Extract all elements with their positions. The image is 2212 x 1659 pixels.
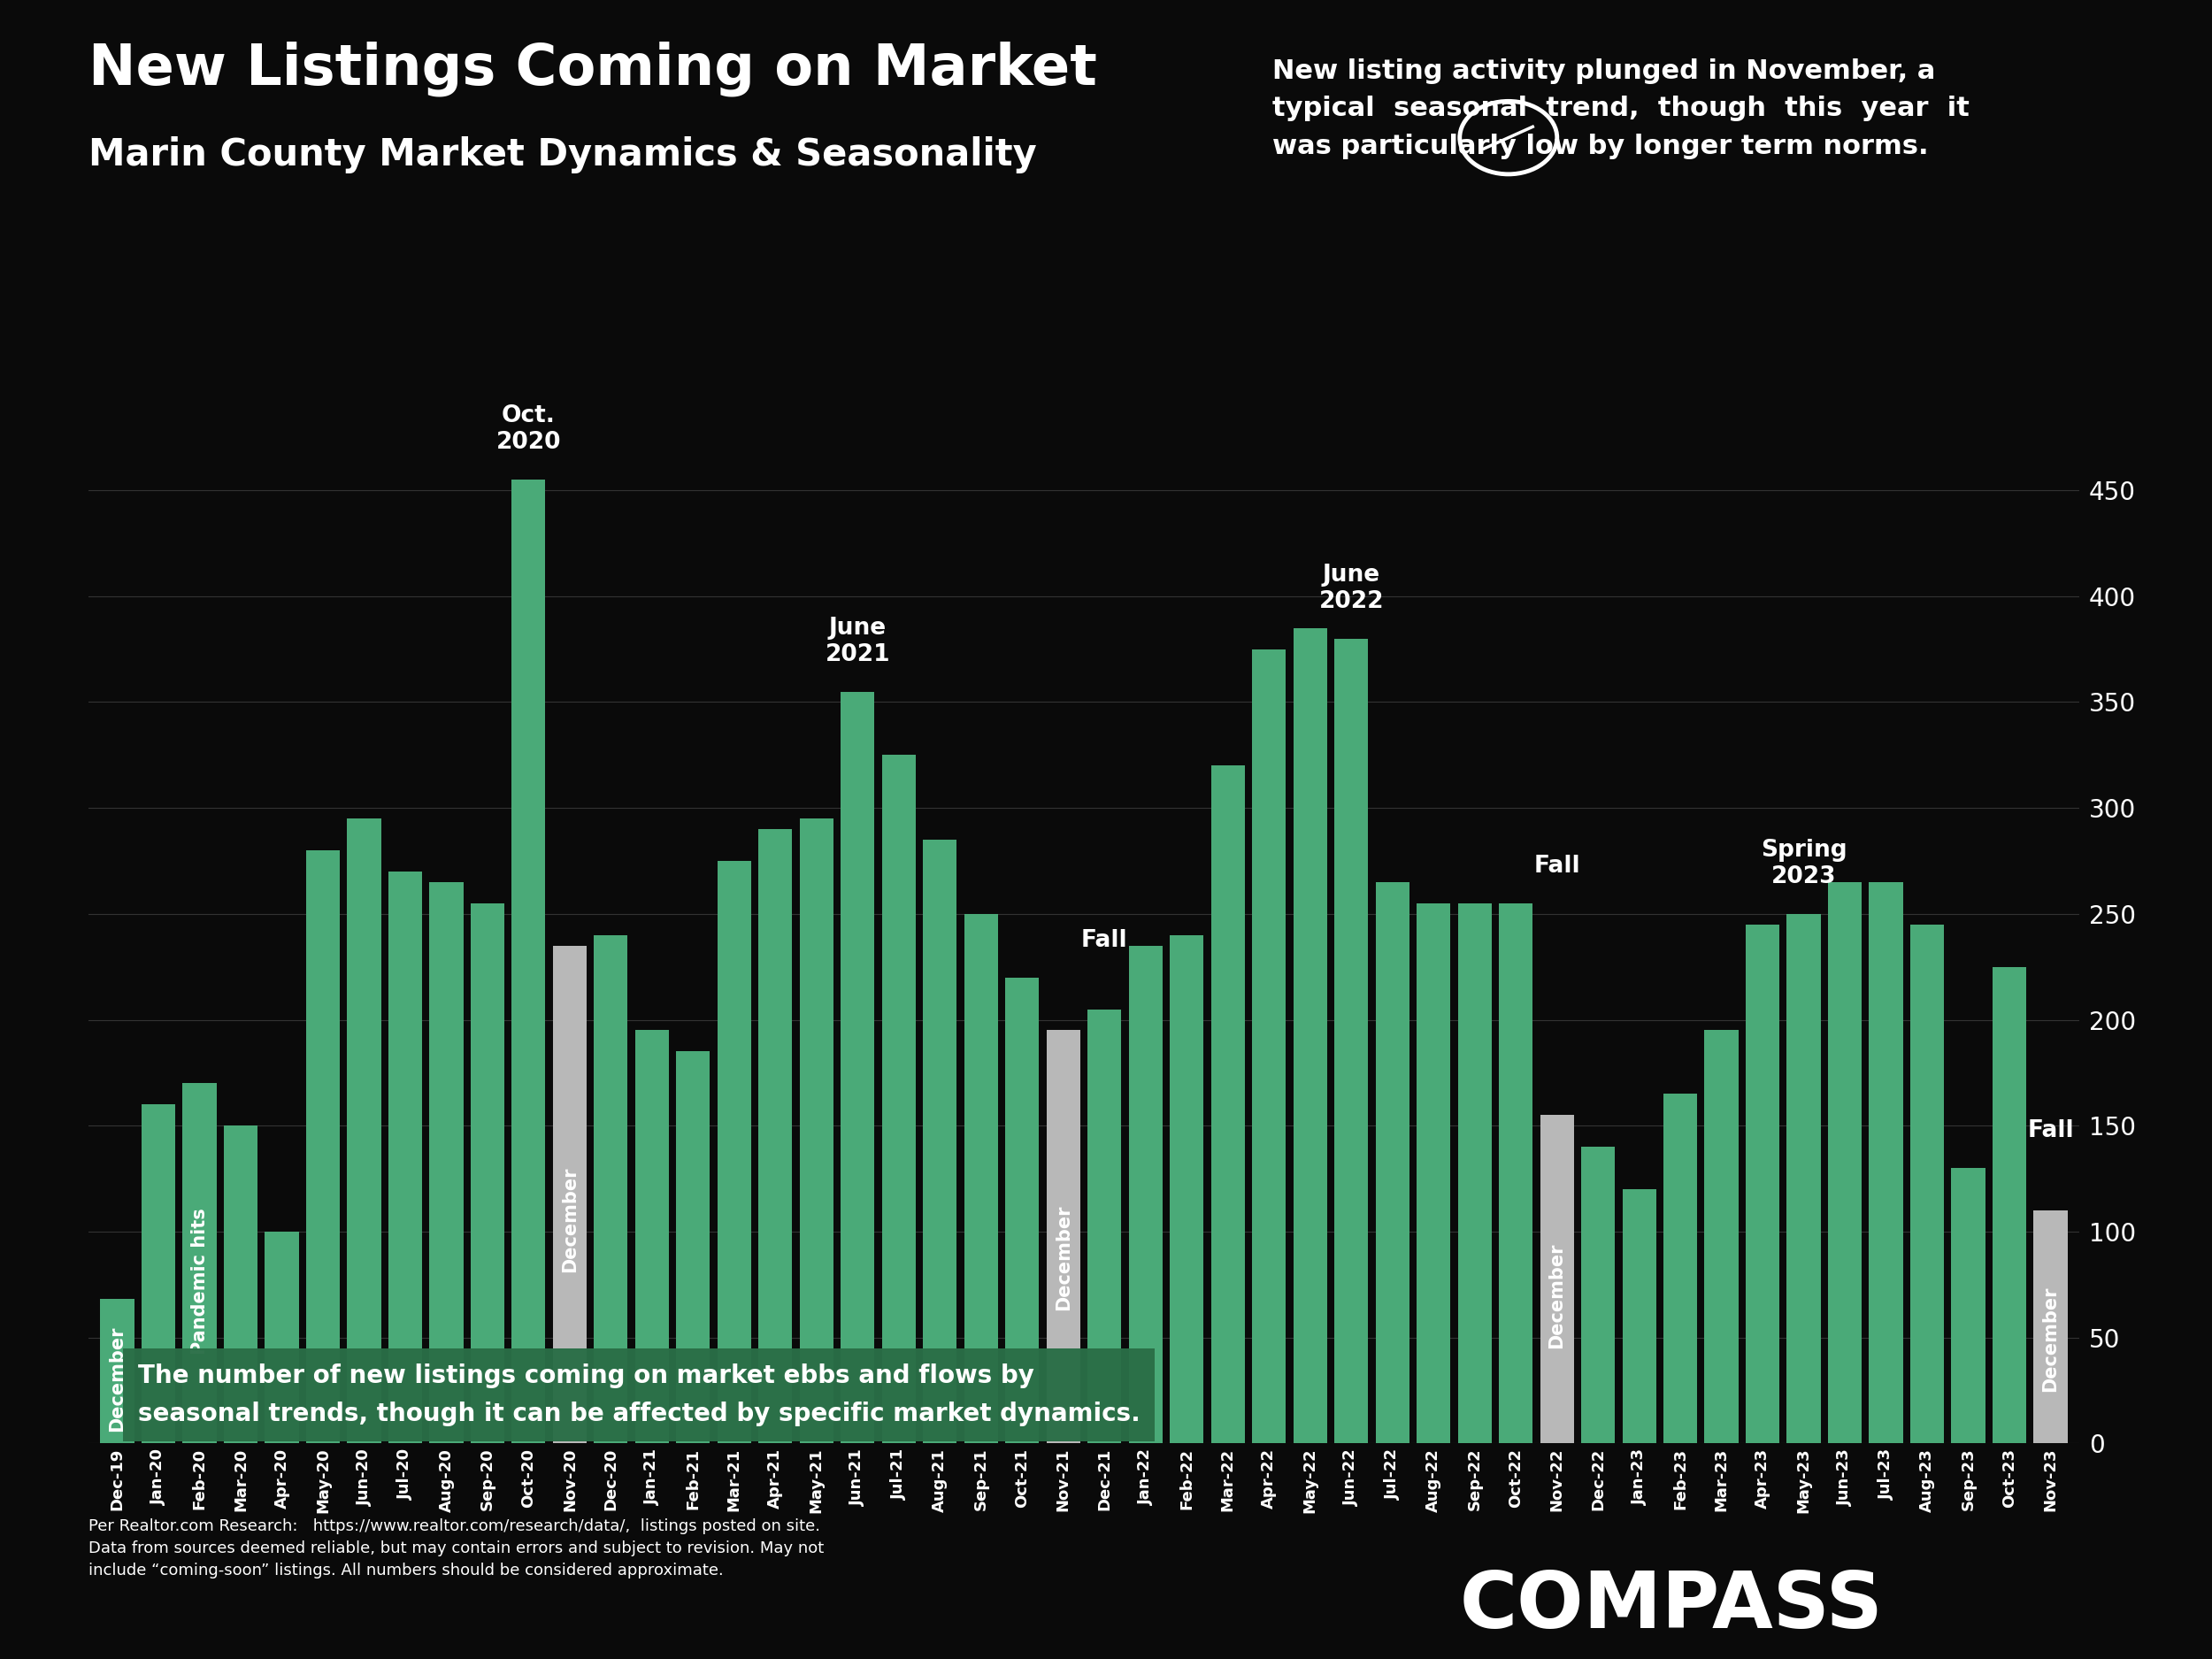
Bar — [347, 818, 380, 1443]
Bar — [1088, 1009, 1121, 1443]
Bar — [841, 692, 874, 1443]
Text: Per Realtor.com Research:   https://www.realtor.com/research/data/,  listings po: Per Realtor.com Research: https://www.re… — [88, 1518, 823, 1578]
Bar — [1004, 977, 1040, 1443]
Text: New listing activity plunged in November, a
typical  seasonal  trend,  though  t: New listing activity plunged in November… — [1272, 58, 1969, 159]
Bar — [595, 936, 628, 1443]
Text: December: December — [108, 1326, 126, 1432]
Bar — [1993, 967, 2026, 1443]
Bar — [184, 1083, 217, 1443]
Bar — [759, 830, 792, 1443]
Text: December: December — [2042, 1286, 2059, 1392]
Bar — [142, 1105, 175, 1443]
Bar — [922, 839, 958, 1443]
Bar — [1582, 1146, 1615, 1443]
Bar — [1210, 765, 1245, 1443]
Bar — [1046, 1030, 1079, 1443]
Bar — [1705, 1030, 1739, 1443]
Bar — [1911, 924, 1944, 1443]
Bar — [100, 1299, 135, 1443]
Bar — [1294, 629, 1327, 1443]
Bar — [677, 1052, 710, 1443]
Bar — [1745, 924, 1778, 1443]
Bar — [1663, 1093, 1697, 1443]
Bar — [553, 946, 586, 1443]
Bar — [305, 851, 341, 1443]
Bar — [2033, 1211, 2068, 1443]
Bar — [265, 1231, 299, 1443]
Text: December: December — [1548, 1243, 1566, 1349]
Bar — [1827, 883, 1863, 1443]
Bar — [1458, 902, 1491, 1443]
Text: December: December — [1055, 1204, 1073, 1311]
Text: Fall: Fall — [1533, 854, 1579, 878]
Bar — [429, 883, 462, 1443]
Bar — [1869, 883, 1902, 1443]
Bar — [1416, 902, 1451, 1443]
Bar — [471, 902, 504, 1443]
Bar — [1128, 946, 1164, 1443]
Bar — [635, 1030, 668, 1443]
Bar — [1500, 902, 1533, 1443]
Bar — [389, 871, 422, 1443]
Bar — [511, 479, 546, 1443]
Text: Spring
2023: Spring 2023 — [1761, 839, 1847, 889]
Text: Fall: Fall — [1082, 929, 1128, 952]
Bar — [1621, 1190, 1657, 1443]
Bar — [1170, 936, 1203, 1443]
Text: COMPASS: COMPASS — [1460, 1568, 1885, 1644]
Bar — [1252, 649, 1285, 1443]
Text: Marin County Market Dynamics & Seasonality: Marin County Market Dynamics & Seasonali… — [88, 136, 1037, 173]
Text: June
2021: June 2021 — [825, 617, 889, 665]
Text: Pandemic hits: Pandemic hits — [190, 1208, 208, 1355]
Bar — [1376, 883, 1409, 1443]
Text: New Listings Coming on Market: New Listings Coming on Market — [88, 41, 1097, 96]
Bar — [801, 818, 834, 1443]
Bar — [717, 861, 752, 1443]
Bar — [223, 1126, 257, 1443]
Text: Fall: Fall — [2026, 1120, 2075, 1143]
Bar — [1334, 639, 1367, 1443]
Bar — [1787, 914, 1820, 1443]
Bar — [964, 914, 998, 1443]
Bar — [1951, 1168, 1984, 1443]
Text: Oct.
2020: Oct. 2020 — [495, 405, 562, 455]
Text: June
2022: June 2022 — [1318, 564, 1385, 614]
Bar — [1540, 1115, 1573, 1443]
Text: The number of new listings coming on market ebbs and flows by
seasonal trends, t: The number of new listings coming on mar… — [137, 1364, 1139, 1427]
Text: December: December — [562, 1166, 580, 1272]
Bar — [883, 755, 916, 1443]
